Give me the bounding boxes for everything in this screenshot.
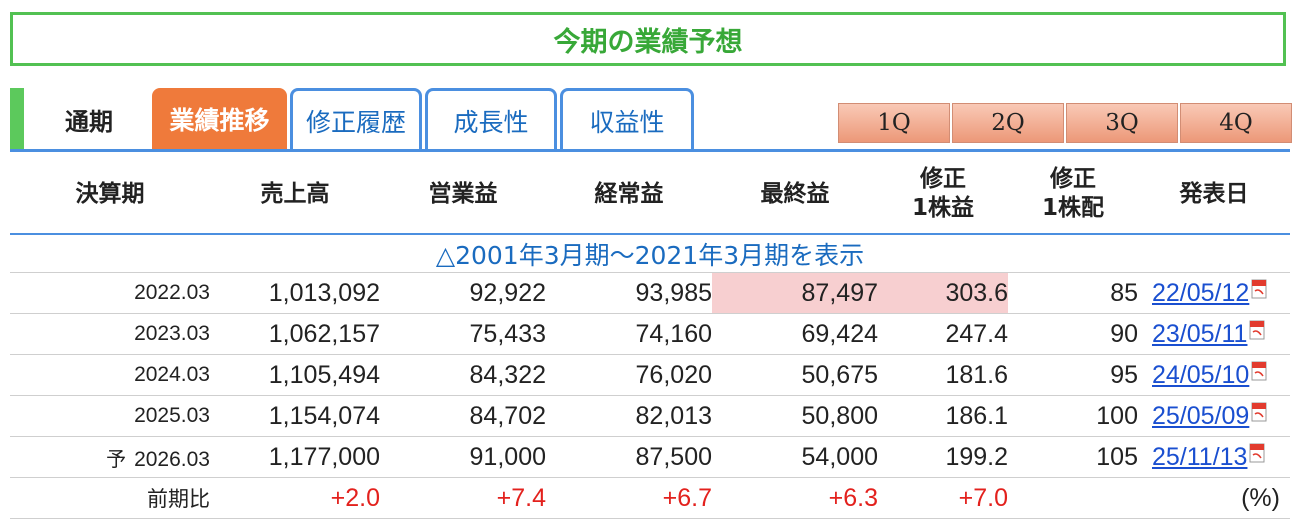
period-cell: 2024.03: [10, 354, 210, 396]
operating-cell: 84,702: [380, 395, 546, 437]
header-period: 決算期: [10, 155, 210, 235]
tab-underline: [10, 149, 1290, 152]
ordinary-cell: 74,160: [546, 313, 712, 355]
page-title: 今期の業績予想: [10, 12, 1286, 66]
announce-date-cell: 25/11/13: [1138, 436, 1290, 478]
net-cell: 87,497: [712, 272, 878, 314]
period-cell: 2025.03: [10, 395, 210, 437]
comparison-eps: +7.0: [878, 477, 1008, 519]
period-cell: 予 2026.03: [10, 436, 210, 478]
tab-revision-history[interactable]: 修正履歴: [290, 88, 422, 150]
quarter-2q-button[interactable]: 2Q: [952, 103, 1064, 143]
announce-date-cell: 25/05/09: [1138, 395, 1290, 437]
forecast-mark: 予: [106, 448, 127, 471]
quarter-3q-button[interactable]: 3Q: [1066, 103, 1178, 143]
sales-cell: 1,062,157: [210, 313, 380, 355]
comparison-label: 前期比: [10, 477, 210, 519]
header-dividend: 修正 1株配: [1008, 155, 1138, 235]
comparison-operating: +7.4: [380, 477, 546, 519]
div-cell: 100: [1008, 395, 1138, 437]
pdf-icon[interactable]: [1249, 320, 1265, 340]
table-row: 予 2026.03 1,177,000 91,000 87,500 54,000 199.2…: [10, 436, 1290, 478]
eps-cell: 247.4: [878, 313, 1008, 355]
eps-cell: 303.6: [878, 272, 1008, 314]
announce-date-cell: 24/05/10: [1138, 354, 1290, 396]
eps-cell: 199.2: [878, 436, 1008, 478]
announce-date-cell: 22/05/12: [1138, 272, 1290, 314]
comparison-row: 前期比 +2.0 +7.4 +6.7 +6.3 +7.0 (%): [10, 477, 1290, 519]
history-toggle-row[interactable]: △2001年3月期〜2021年3月期を表示: [10, 234, 1290, 273]
pdf-icon[interactable]: [1251, 361, 1267, 381]
period-value: 2026.03: [134, 447, 210, 471]
sales-cell: 1,154,074: [210, 395, 380, 437]
sales-cell: 1,013,092: [210, 272, 380, 314]
table-header-row: 決算期 売上高 営業益 経常益 最終益 修正 1株益 修正 1株配 発表日: [10, 155, 1290, 235]
header-operating-profit: 営業益: [380, 155, 546, 235]
eps-cell: 186.1: [878, 395, 1008, 437]
ordinary-cell: 87,500: [546, 436, 712, 478]
operating-cell: 75,433: [380, 313, 546, 355]
quarter-4q-button[interactable]: 4Q: [1180, 103, 1292, 143]
header-eps: 修正 1株益: [878, 155, 1008, 235]
period-value: 2022.03: [134, 281, 210, 304]
table-row: 2025.03 1,154,074 84,702 82,013 50,800 186.1 1…: [10, 395, 1290, 437]
announce-date-link[interactable]: 23/05/11: [1152, 319, 1248, 348]
comparison-net: +6.3: [712, 477, 878, 519]
header-ordinary-profit: 経常益: [546, 155, 712, 235]
comparison-ordinary: +6.7: [546, 477, 712, 519]
eps-cell: 181.6: [878, 354, 1008, 396]
quarter-buttons: 1Q 2Q 3Q 4Q: [838, 103, 1294, 143]
comparison-sales: +2.0: [210, 477, 380, 519]
period-value: 2023.03: [134, 322, 210, 345]
ordinary-cell: 82,013: [546, 395, 712, 437]
table-row: 2022.03 1,013,092 92,922 93,985 87,497 303.6 8…: [10, 272, 1290, 314]
pdf-icon[interactable]: [1251, 402, 1267, 422]
tab-bar: 通期 業績推移 修正履歴 成長性 収益性 1Q 2Q 3Q 4Q: [10, 88, 1292, 152]
ordinary-cell: 76,020: [546, 354, 712, 396]
div-cell: 105: [1008, 436, 1138, 478]
operating-cell: 91,000: [380, 436, 546, 478]
announce-date-link[interactable]: 25/11/13: [1152, 442, 1248, 471]
quarter-1q-button[interactable]: 1Q: [838, 103, 950, 143]
period-cell: 2023.03: [10, 313, 210, 355]
header-sales: 売上高: [210, 155, 380, 235]
ordinary-cell: 93,985: [546, 272, 712, 314]
tab-growth[interactable]: 成長性: [425, 88, 557, 150]
announce-date-link[interactable]: 24/05/10: [1152, 360, 1250, 389]
net-cell: 54,000: [712, 436, 878, 478]
operating-cell: 92,922: [380, 272, 546, 314]
div-cell: 85: [1008, 272, 1138, 314]
div-cell: 90: [1008, 313, 1138, 355]
header-announce-date: 発表日: [1138, 155, 1290, 235]
announce-date-link[interactable]: 22/05/12: [1152, 278, 1250, 307]
net-cell: 69,424: [712, 313, 878, 355]
table-row: 2023.03 1,062,157 75,433 74,160 69,424 247.4 9…: [10, 313, 1290, 355]
net-cell: 50,675: [712, 354, 878, 396]
history-toggle-link[interactable]: △2001年3月期〜2021年3月期を表示: [10, 234, 1290, 273]
period-value: 2025.03: [134, 404, 210, 427]
header-net-profit: 最終益: [712, 155, 878, 235]
pdf-icon[interactable]: [1249, 443, 1265, 463]
div-cell: 95: [1008, 354, 1138, 396]
tab-performance-trend[interactable]: 業績推移: [152, 88, 287, 150]
comparison-dividend: [1008, 477, 1138, 519]
announce-date-cell: 23/05/11: [1138, 313, 1290, 355]
sales-cell: 1,105,494: [210, 354, 380, 396]
announce-date-link[interactable]: 25/05/09: [1152, 401, 1250, 430]
tab-profitability[interactable]: 収益性: [560, 88, 694, 150]
period-cell: 2022.03: [10, 272, 210, 314]
period-value: 2024.03: [134, 363, 210, 386]
net-cell: 50,800: [712, 395, 878, 437]
performance-table: 決算期 売上高 営業益 経常益 最終益 修正 1株益 修正 1株配 発表日 △200…: [10, 155, 1290, 519]
comparison-unit: (%): [1138, 477, 1290, 519]
sales-cell: 1,177,000: [210, 436, 380, 478]
operating-cell: 84,322: [380, 354, 546, 396]
period-label: 通期: [65, 107, 113, 136]
tab-accent-bar: [10, 88, 24, 150]
table-row: 2024.03 1,105,494 84,322 76,020 50,675 181.6 9…: [10, 354, 1290, 396]
pdf-icon[interactable]: [1251, 279, 1267, 299]
